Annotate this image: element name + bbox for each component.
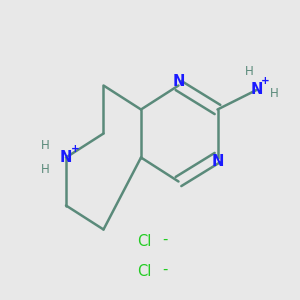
Text: -: - [162, 232, 168, 247]
Text: Cl: Cl [137, 234, 151, 249]
Text: H: H [40, 163, 50, 176]
Text: +: + [261, 76, 270, 86]
Text: H: H [244, 65, 253, 78]
Text: H: H [40, 139, 50, 152]
Text: N: N [211, 154, 224, 169]
Text: -: - [162, 262, 168, 277]
Text: +: + [71, 143, 80, 154]
Text: H: H [270, 86, 279, 100]
Text: N: N [60, 150, 72, 165]
Text: Cl: Cl [137, 264, 151, 279]
Text: N: N [250, 82, 263, 98]
Text: N: N [172, 74, 185, 89]
